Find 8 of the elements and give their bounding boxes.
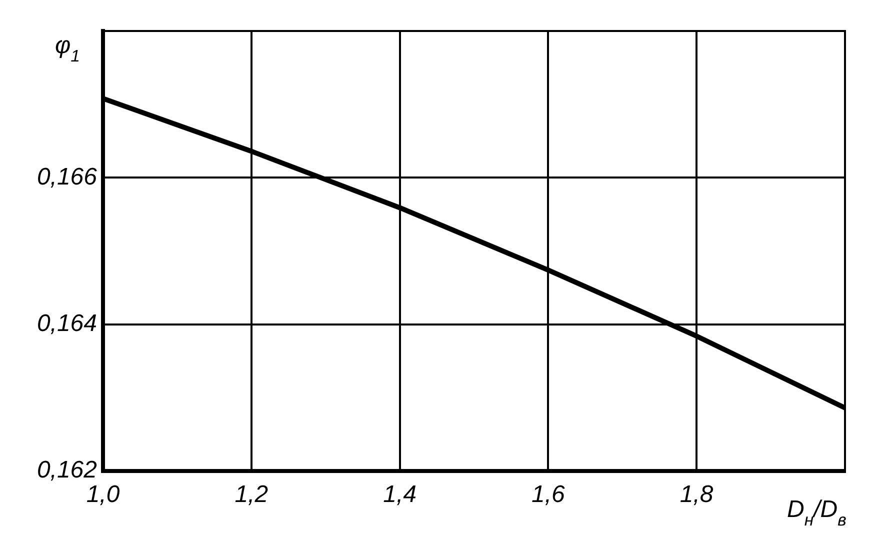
- y-tick-label: 0,166: [36, 163, 98, 190]
- x-tick-label: 1,4: [383, 481, 416, 508]
- x-tick-label: 1,0: [86, 481, 120, 508]
- x-tick-label: 1,6: [532, 481, 566, 508]
- x-tick-label: 1,2: [234, 481, 268, 508]
- y-tick-label: 0,164: [36, 310, 97, 338]
- x-tick-label: 1,8: [680, 481, 714, 508]
- y-tick-label: 0,162: [36, 456, 97, 484]
